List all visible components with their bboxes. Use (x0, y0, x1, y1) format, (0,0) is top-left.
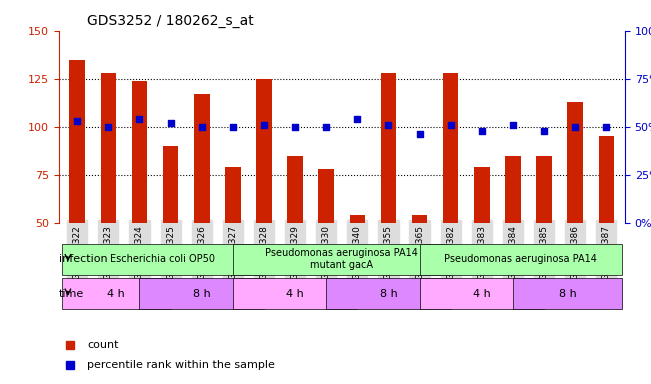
Bar (163, 146, 178, 319)
FancyBboxPatch shape (420, 278, 544, 310)
Text: 8 h: 8 h (559, 289, 576, 299)
FancyBboxPatch shape (233, 278, 357, 310)
Point (134, 116, 145, 122)
Text: percentile rank within the sample: percentile rank within the sample (87, 360, 275, 370)
Bar (598, 136, 614, 319)
Point (72, 118, 83, 124)
Bar (287, 156, 303, 319)
Text: Pseudomonas aeruginosa PA14: Pseudomonas aeruginosa PA14 (444, 254, 597, 264)
Point (508, 122, 518, 128)
Text: 4 h: 4 h (473, 289, 491, 299)
Point (383, 122, 394, 128)
Bar (101, 73, 116, 319)
Point (258, 122, 269, 128)
Point (165, 120, 176, 126)
Bar (225, 167, 241, 319)
FancyBboxPatch shape (513, 278, 622, 310)
Bar (443, 73, 458, 319)
Point (570, 124, 581, 130)
Text: 4 h: 4 h (107, 289, 125, 299)
Bar (412, 215, 427, 319)
FancyBboxPatch shape (326, 278, 450, 310)
Point (321, 124, 331, 130)
FancyBboxPatch shape (62, 278, 171, 310)
FancyBboxPatch shape (62, 244, 264, 275)
Point (415, 131, 425, 137)
Bar (318, 169, 334, 319)
Bar (256, 79, 271, 319)
Bar (194, 94, 210, 319)
FancyBboxPatch shape (233, 244, 450, 275)
Text: count: count (87, 340, 118, 350)
Point (290, 124, 300, 130)
Text: 4 h: 4 h (286, 289, 304, 299)
Bar (568, 102, 583, 319)
Text: Escherichia coli OP50: Escherichia coli OP50 (110, 254, 215, 264)
Text: time: time (59, 289, 85, 299)
Point (228, 124, 238, 130)
FancyBboxPatch shape (139, 278, 264, 310)
FancyBboxPatch shape (420, 244, 622, 275)
Point (445, 122, 456, 128)
Bar (350, 215, 365, 319)
Text: GDS3252 / 180262_s_at: GDS3252 / 180262_s_at (87, 14, 254, 28)
Point (197, 124, 207, 130)
Point (539, 127, 549, 134)
Point (352, 116, 363, 122)
Text: infection: infection (59, 254, 108, 264)
Bar (381, 73, 396, 319)
Bar (132, 81, 147, 319)
Bar (70, 60, 85, 319)
Point (103, 124, 113, 130)
Text: Pseudomonas aeruginosa PA14
mutant gacA: Pseudomonas aeruginosa PA14 mutant gacA (266, 248, 418, 270)
Point (477, 127, 487, 134)
Text: 8 h: 8 h (193, 289, 211, 299)
Bar (474, 167, 490, 319)
Point (601, 124, 611, 130)
Text: 8 h: 8 h (380, 289, 397, 299)
Bar (505, 156, 521, 319)
Bar (536, 156, 552, 319)
